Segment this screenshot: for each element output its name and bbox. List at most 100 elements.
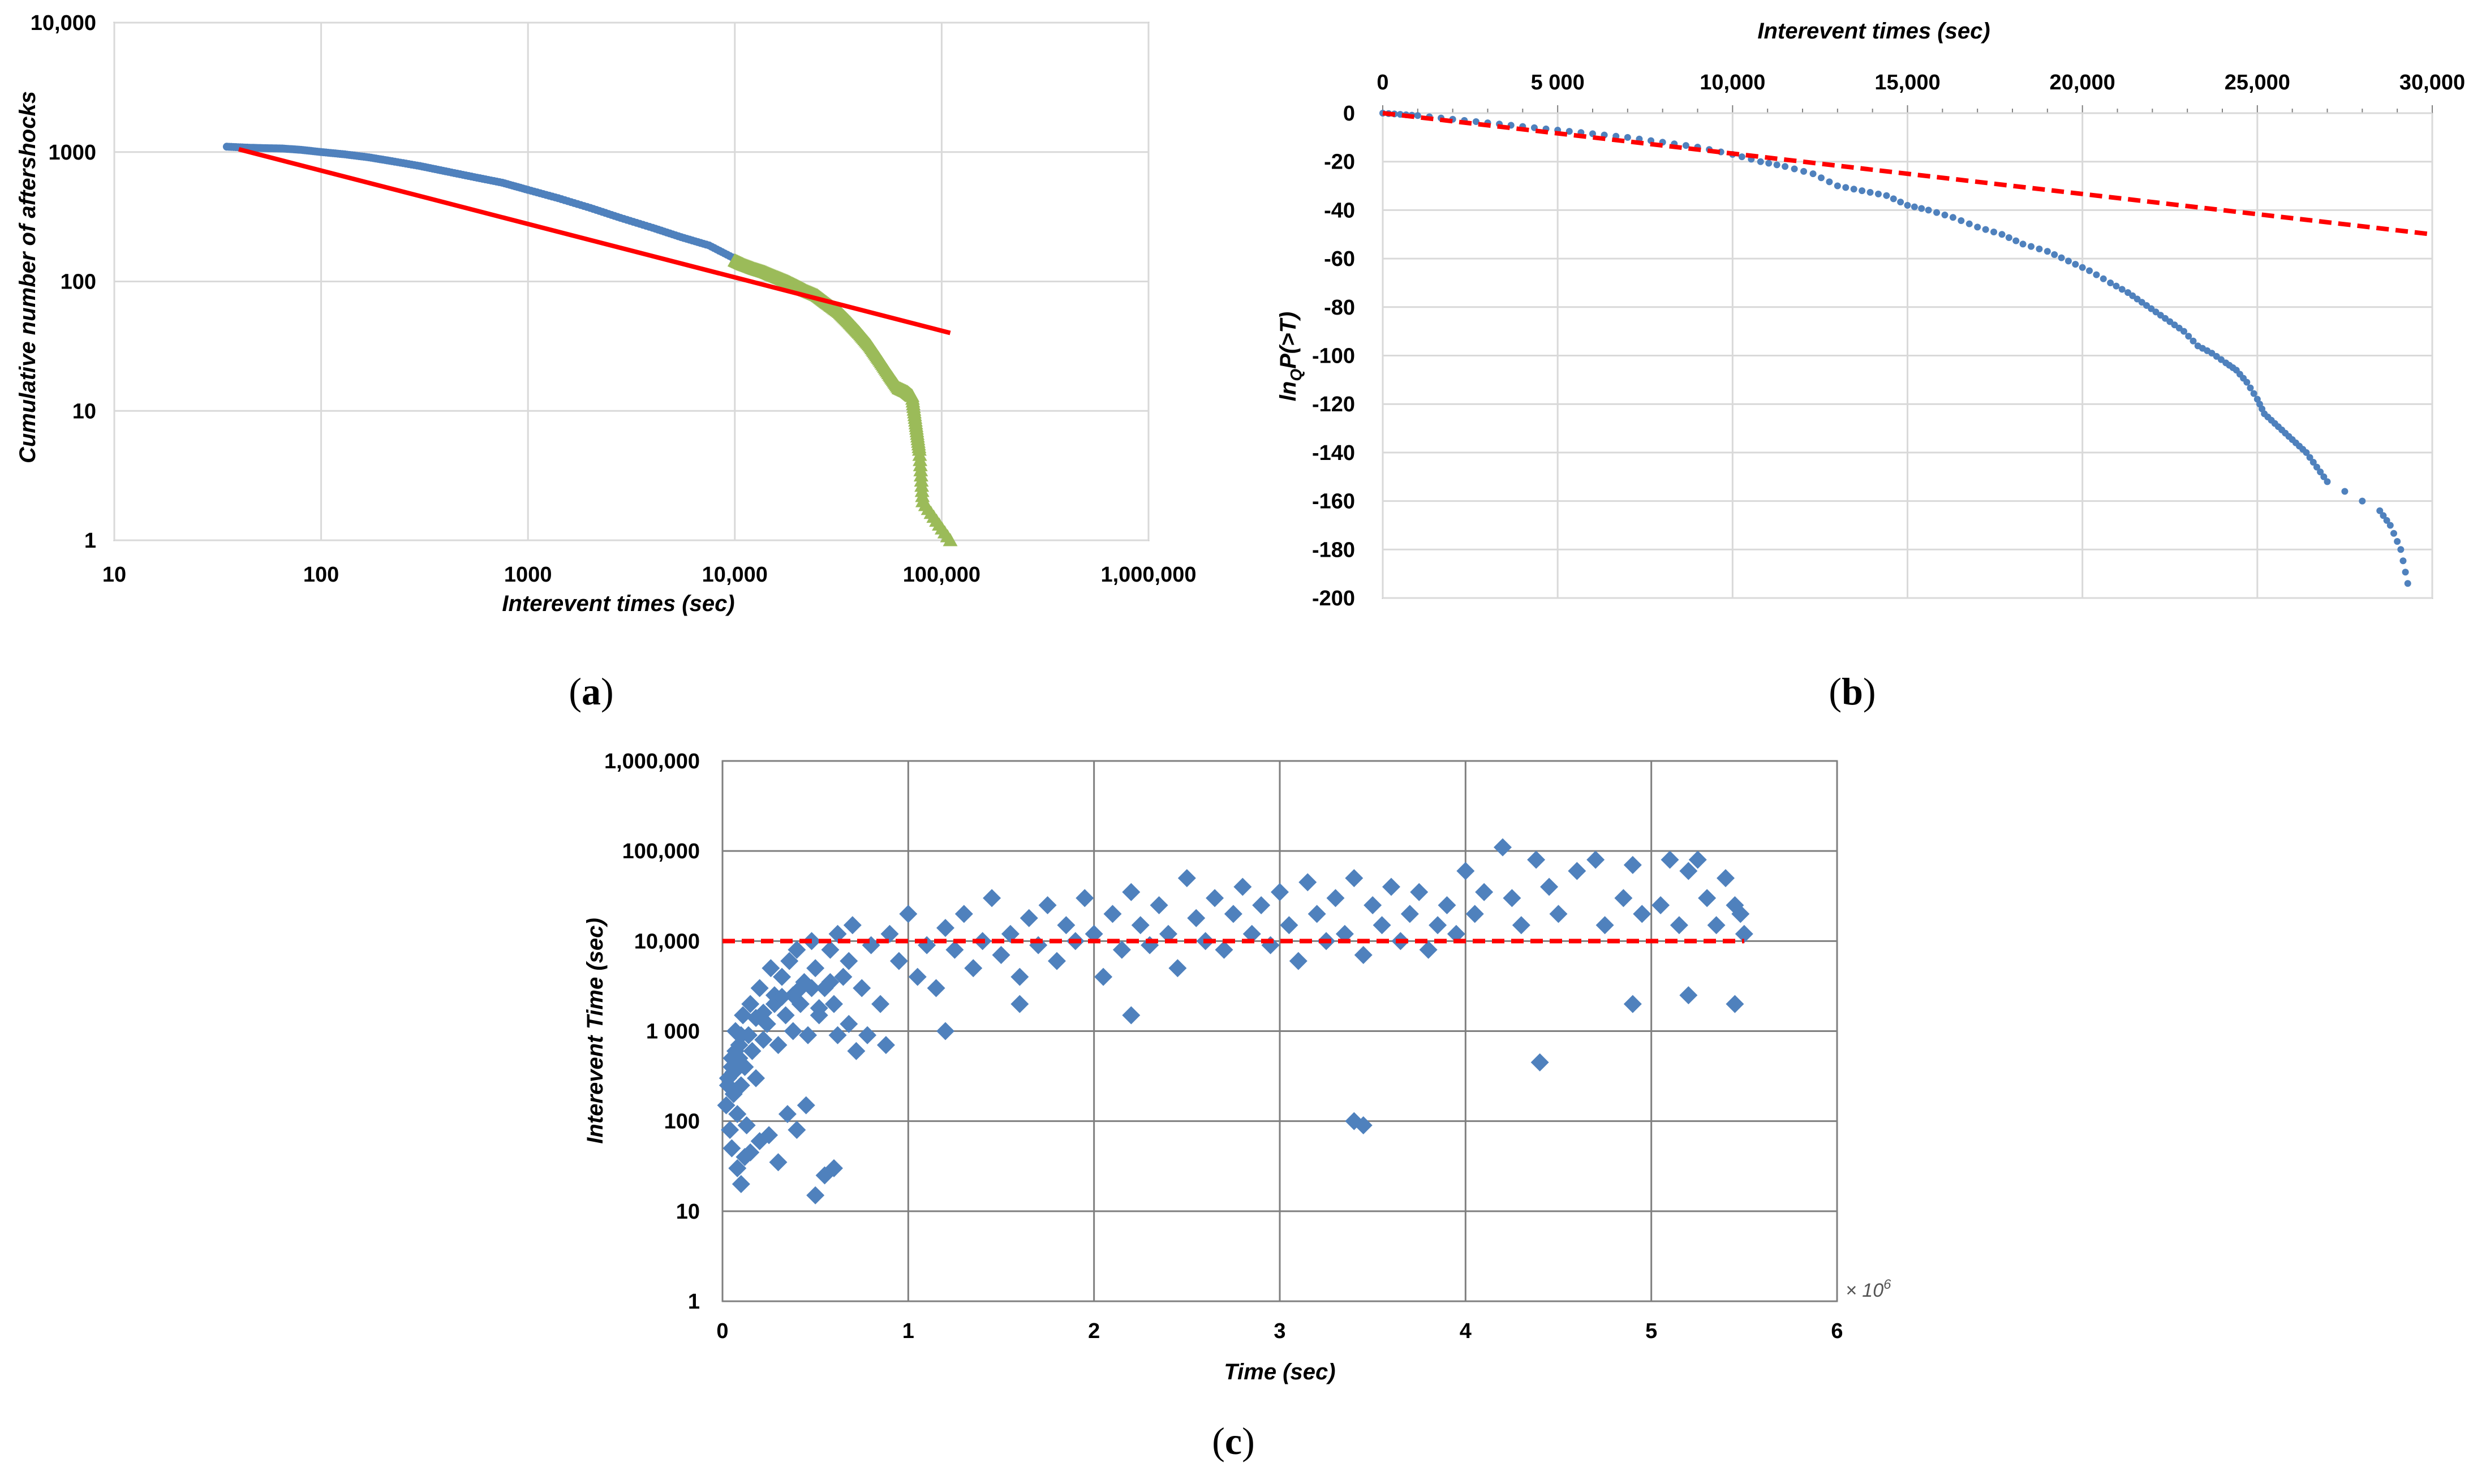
panel-b-data-point [2107,279,2114,286]
panel-c-data-point [1057,916,1076,935]
panel-c-data-point [1112,940,1131,959]
panel-c-data-point [1568,862,1586,880]
panel-a-y-tick-labels: 1 10 100 1000 10,000 [31,11,96,553]
panel-a-fit-line [238,147,951,335]
panel-c-data-point [1726,995,1744,1013]
panel-b-y-tick-label: -40 [1324,199,1355,222]
panel-c-data-point [1512,916,1530,935]
panel-c-data-point [743,1042,762,1060]
panel-c-data-point [1731,905,1750,923]
panel-c-data-point [788,1121,806,1139]
panel-c-data-point [1159,924,1177,943]
panel-a-x-tick-labels: 10 100 1000 10,000 100,000 1,000,000 [102,563,1197,587]
panel-b-data-point [1826,178,1833,186]
panel-c-data-point [1335,924,1354,943]
panel-c-label-letter: c [1225,1420,1242,1463]
panel-b-data-point [2394,538,2401,545]
panel-c-data-point [732,1076,750,1095]
panel-c-data-point [747,1069,765,1087]
panel-c-data-point [889,952,908,970]
panel-c-data-point [1141,936,1159,954]
panel-a-y-tick-label: 1000 [48,141,96,165]
panel-b-label: (b) [1829,670,1876,713]
panel-b-data-point [2324,478,2331,485]
panel-b-data-point [1817,174,1825,182]
panel-c-y-tick-label: 1,000,000 [604,750,700,773]
panel-b-data-point [1809,170,1817,178]
panel-c-data-point [750,979,769,997]
panel-b-y-tick-label: -100 [1312,345,1355,368]
panel-a-x-tick-label: 1000 [504,563,552,587]
panel-a-y-tick-label: 1 [84,529,96,553]
panel-c-x-tick-label: 0 [716,1319,728,1343]
panel-c-y-tick-label: 10 [676,1200,700,1224]
panel-a-y-axis-title: Cumulative number of aftershocks [15,91,40,463]
panel-c-data-point [1688,850,1707,869]
panel-b-data-point [2250,390,2257,397]
panel-b-data-point [1565,128,1573,135]
panel-c-data-point [1465,905,1484,923]
panel-b-x-tick-labels: 0 5 000 10,000 15,000 20,000 25,000 30,000 [1377,71,2465,94]
panel-c-x-multiplier-exp: 6 [1883,1277,1891,1292]
panel-a-x-tick-label: 10,000 [702,563,768,587]
panel-c-data-point [1010,995,1029,1013]
panel-c-data-point [1735,924,1753,943]
panel-c-y-tick-labels: 1 10 100 1 000 10,000 100,000 1,000,000 [604,750,700,1314]
panel-c-data-point [828,924,847,943]
panel-b-data-point [2005,234,2012,241]
panel-c-data-point [1438,896,1456,914]
panel-a-x-tick-label: 100 [303,563,339,587]
panel-b-x-tick-label: 30,000 [2399,71,2465,94]
panel-b-data-point [2190,337,2197,345]
panel-c-data-point [1094,967,1113,986]
panel-c-data-point [1530,1053,1549,1072]
panel-b-data-point [2027,243,2035,250]
panel-b-y-tick-label: -200 [1312,587,1355,610]
panel-b-y-tick-label: -180 [1312,538,1355,562]
panel-c-data-point [1586,850,1605,869]
panel-b-data-point [1866,188,1874,196]
panel-b-data-point [1941,211,1949,218]
panel-c-data-point [858,1026,877,1044]
panel-a-marks [222,143,958,547]
panel-b-data-point [2383,517,2390,524]
panel-c-data-point [1540,878,1559,896]
panel-b-y-axis-title-rest: P(>T) [1276,312,1301,369]
panel-b-data-point [1773,161,1780,169]
panel-a-y-tick-label: 10,000 [31,11,96,35]
panel-b-data-point [2065,257,2072,265]
panel-a-label-letter: a [582,670,601,713]
panel-b-y-tick-label: -20 [1324,150,1355,174]
panel-c-data-point [1633,905,1651,923]
panel-c-data-point [1206,889,1224,907]
panel-c-data-point [853,979,871,997]
panel-a-grid [113,21,1150,541]
panel-a: 10 100 1000 10,000 100,000 1,000,000 11010010… [15,11,1197,713]
panel-b-y-axis-title: lnQP(>T) [1276,312,1305,401]
panel-c-data-point [1679,986,1698,1005]
panel-c-data-point [1429,916,1447,935]
panel-c-data-point [1224,905,1242,923]
panel-c-data-point [1527,850,1546,869]
panel-c-data-point [1623,855,1642,874]
panel-b-data-point [2380,512,2387,519]
panel-b-y-tick-label: 0 [1343,102,1355,126]
panel-c-data-point [802,979,821,997]
panel-c-marks [717,838,1753,1205]
panel-c-data-point [780,952,799,970]
panel-b-data-point [2012,237,2020,244]
panel-b-data-point [1859,187,1866,195]
panel-b-data-point [1904,201,1911,209]
panel-b-data-point [2079,264,2086,271]
panel-b-data-point [1874,190,1882,197]
panel-c-x-tick-label: 4 [1460,1319,1472,1343]
panel-c-data-point [778,1105,797,1124]
panel-c-data-point [1595,916,1614,935]
panel-c-data-point [876,1036,895,1055]
panel-b-data-point [2051,251,2058,258]
panel-c-data-point [821,973,840,991]
panel-c-data-point [1271,883,1289,901]
panel-b-data-point [2303,449,2310,456]
panel-b-data-point [2404,580,2411,587]
